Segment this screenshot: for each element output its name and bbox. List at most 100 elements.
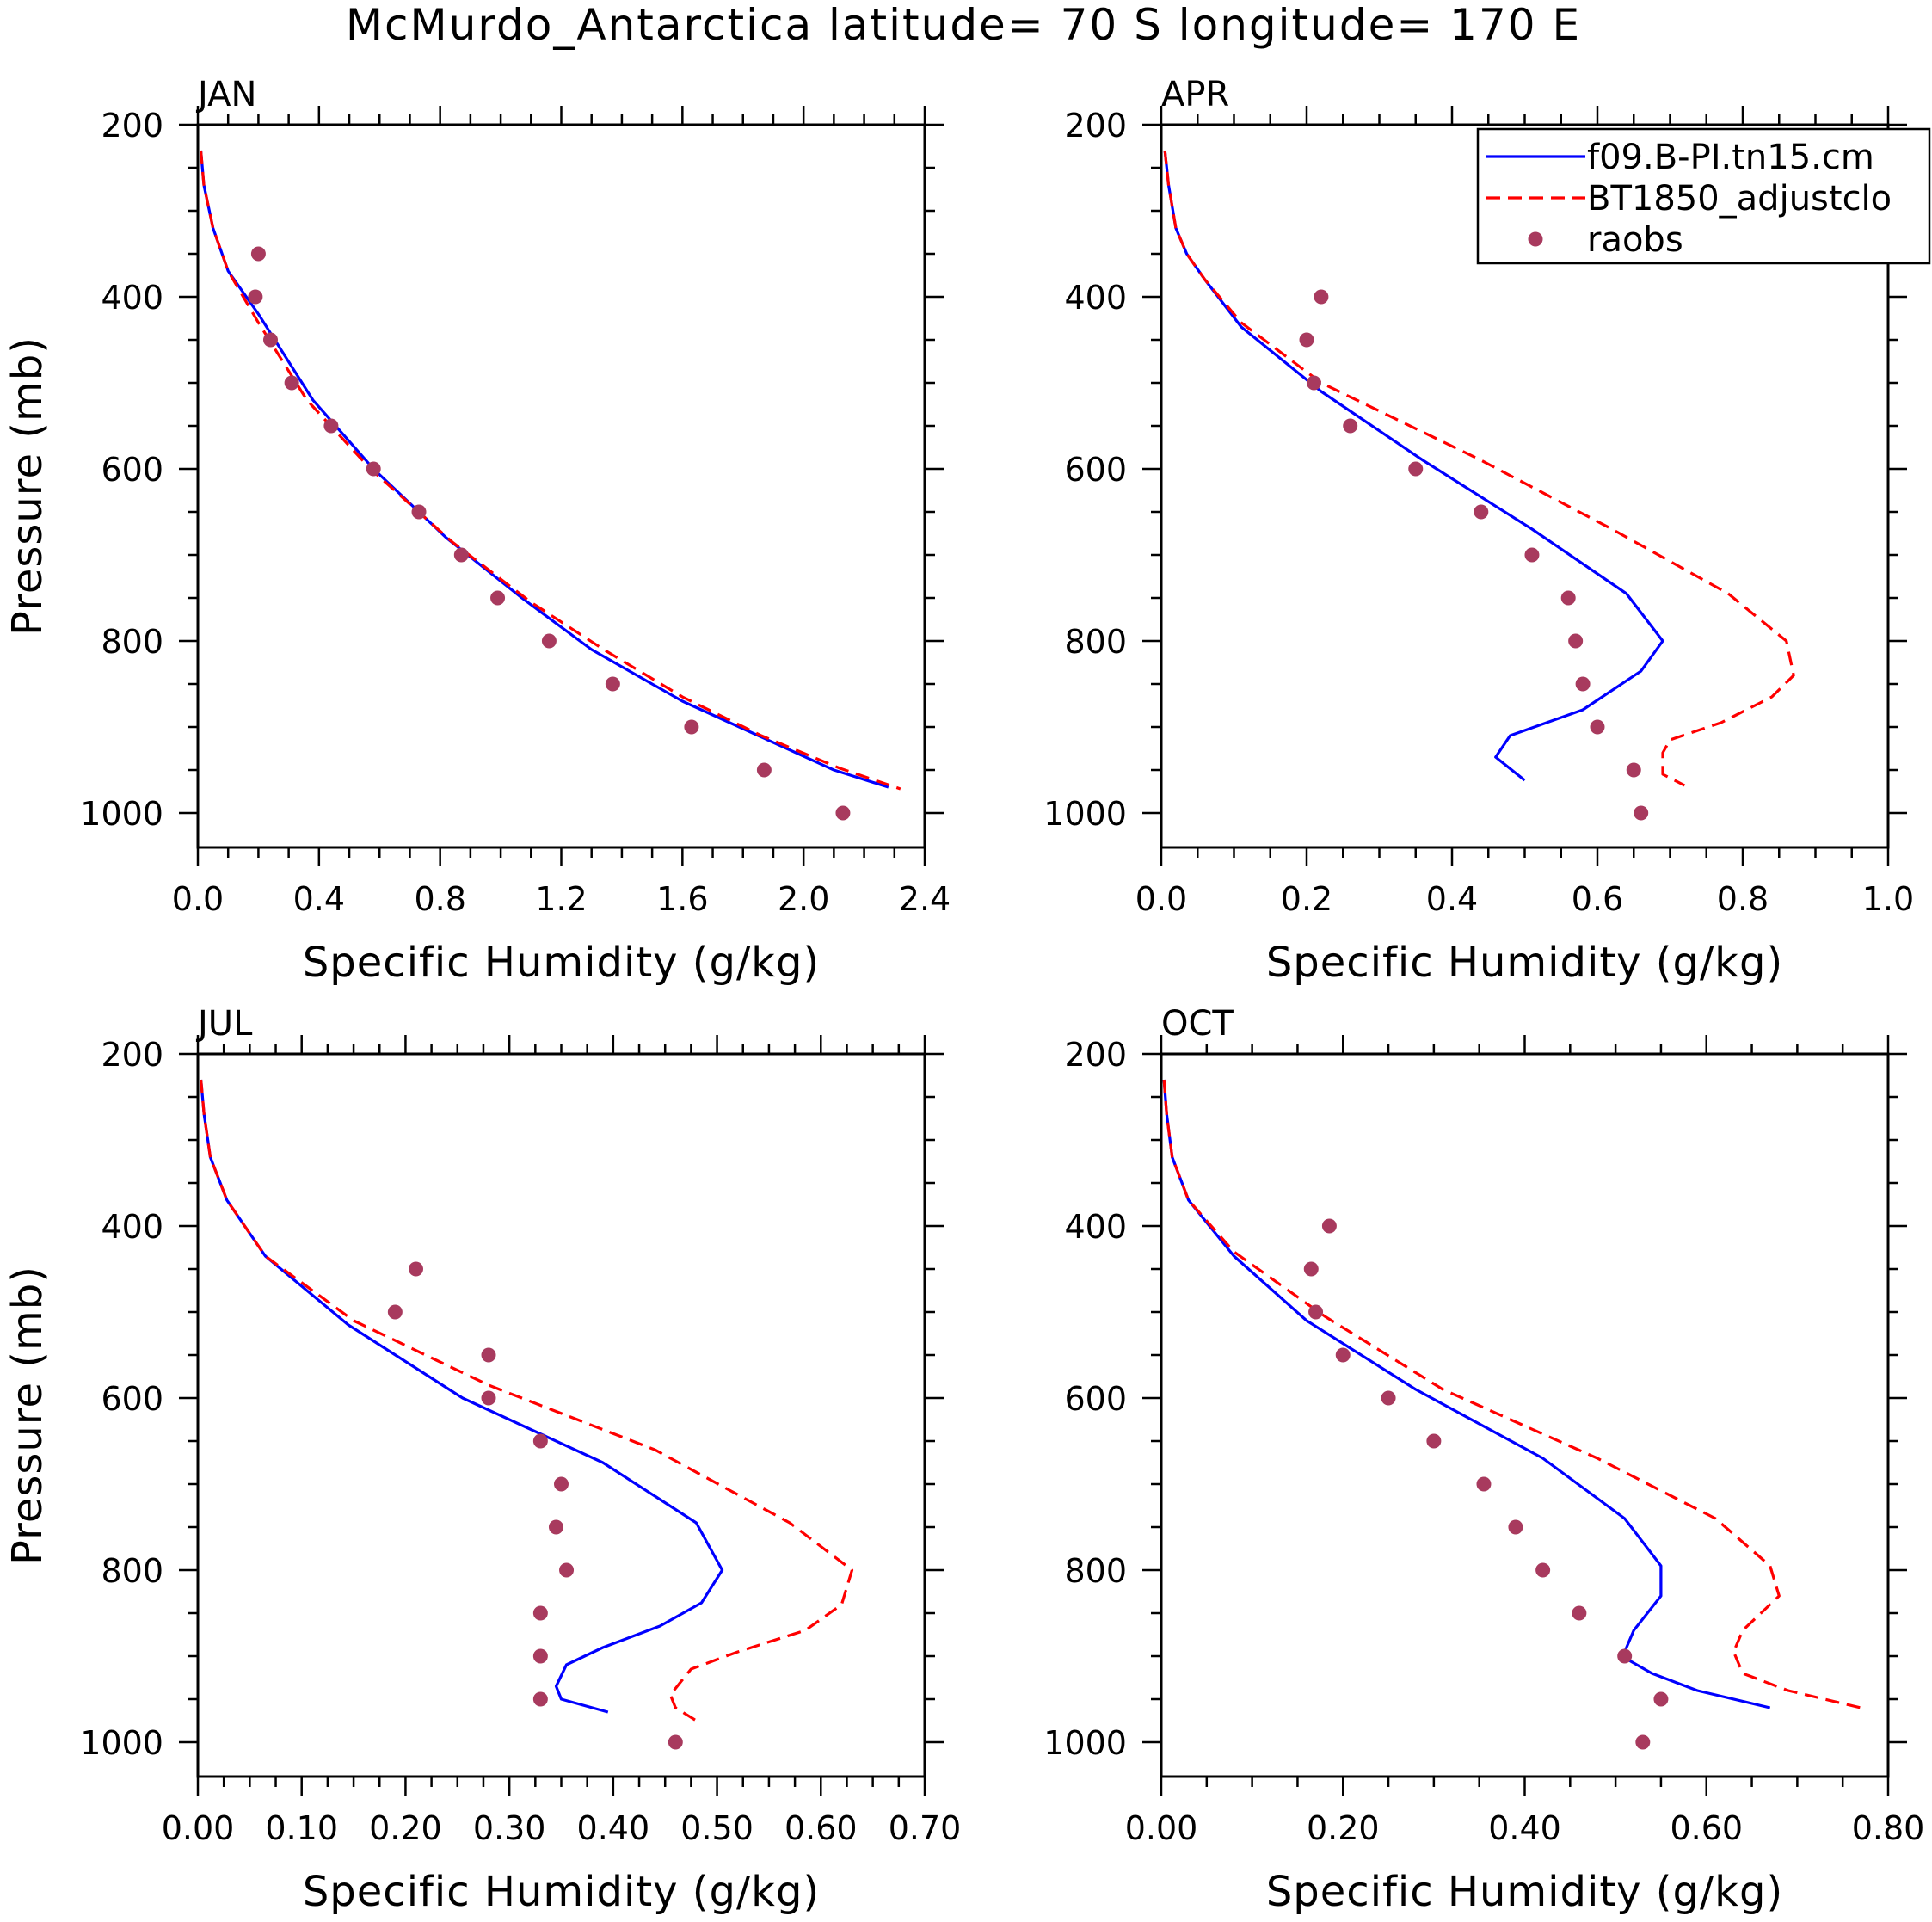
raobs-point	[1590, 719, 1605, 735]
x-tick-label: 0.4	[1426, 880, 1478, 918]
y-tick-label: 800	[1064, 623, 1127, 661]
x-tick-label: 0.20	[1307, 1809, 1380, 1847]
series-group	[1163, 150, 1795, 821]
series-line-model2	[199, 150, 901, 791]
y-tick-label: 600	[1064, 451, 1127, 489]
legend-label: BT1850_adjustclo	[1587, 179, 1892, 219]
x-tick-label: 0.40	[577, 1809, 650, 1847]
x-tick-label: 0.00	[1125, 1809, 1198, 1847]
y-tick-label: 400	[1064, 1208, 1127, 1246]
panel-label: OCT	[1161, 1004, 1234, 1044]
y-tick-label: 1000	[80, 795, 163, 833]
raobs-point	[1634, 805, 1649, 821]
x-tick-label: 0.2	[1281, 880, 1332, 918]
y-tick-label: 1000	[1043, 1724, 1127, 1762]
chart-title: McMurdo_Antarctica latitude= 70 S longit…	[346, 0, 1581, 50]
raobs-point	[1303, 1261, 1319, 1277]
y-tick-label: 200	[101, 107, 163, 145]
raobs-point	[1474, 504, 1489, 520]
raobs-point	[490, 590, 506, 606]
raobs-point	[387, 1304, 403, 1320]
series-group	[200, 1079, 854, 1750]
raobs-point	[532, 1691, 548, 1707]
x-tick-label: 0.0	[172, 880, 224, 918]
x-tick-label: 0.0	[1135, 880, 1187, 918]
raobs-point	[1476, 1476, 1492, 1492]
raobs-point	[1617, 1648, 1633, 1664]
legend-marker-raobs	[1528, 231, 1543, 247]
panel-label: JUL	[195, 1004, 253, 1044]
y-tick-label: 400	[101, 1208, 163, 1246]
raobs-point	[1560, 590, 1576, 606]
raobs-point	[541, 633, 557, 649]
x-tick-label: 0.40	[1488, 1809, 1561, 1847]
raobs-point	[1508, 1519, 1523, 1535]
x-tick-label: 1.0	[1862, 880, 1914, 918]
raobs-point	[1308, 1304, 1324, 1320]
panel-jan: 0.0 0.4 0.8 1.2 1.6 2.0 2.4 200 400 600 800 1000 JAN…	[3, 75, 951, 987]
x-axis-title: Specific Humidity (g/kg)	[303, 1868, 820, 1916]
raobs-point	[554, 1476, 569, 1492]
y-tick-label: 1000	[1043, 795, 1127, 833]
y-axis-title: Pressure (mb)	[3, 336, 52, 636]
raobs-point	[1524, 547, 1540, 563]
raobs-point	[1321, 1218, 1337, 1234]
x-tick-label: 1.2	[535, 880, 587, 918]
y-axis-title: Pressure (mb)	[3, 1266, 52, 1565]
panel-jul: 0.00 0.10 0.20 0.30 0.40 0.50 0.60 0.70 200 400 60…	[3, 1004, 961, 1916]
raobs-point	[411, 504, 427, 520]
x-tick-label: 0.70	[889, 1809, 962, 1847]
raobs-point	[366, 461, 381, 477]
x-axis-title: Specific Humidity (g/kg)	[303, 939, 820, 987]
series-group	[199, 150, 901, 821]
y-tick-label: 1000	[80, 1724, 163, 1762]
x-tick-label: 0.30	[473, 1809, 546, 1847]
raobs-point	[1535, 1562, 1551, 1578]
panel-label: JAN	[195, 75, 256, 114]
x-tick-label: 0.4	[293, 880, 345, 918]
raobs-point	[532, 1433, 548, 1449]
raobs-point	[756, 762, 772, 778]
y-tick-label: 600	[101, 1380, 163, 1418]
x-axis-title: Specific Humidity (g/kg)	[1266, 1868, 1783, 1916]
raobs-point	[1381, 1390, 1396, 1406]
raobs-point	[684, 719, 699, 735]
raobs-point	[1572, 1605, 1587, 1621]
y-tick-label: 600	[101, 451, 163, 489]
raobs-point	[1306, 375, 1321, 391]
x-tick-label: 0.80	[1852, 1809, 1925, 1847]
x-tick-label: 0.6	[1572, 880, 1623, 918]
raobs-point	[323, 418, 339, 434]
x-tick-label: 0.8	[414, 880, 465, 918]
raobs-point	[835, 805, 851, 821]
raobs-point	[1335, 1347, 1351, 1363]
raobs-point	[1635, 1734, 1651, 1750]
raobs-point	[1568, 633, 1584, 649]
y-tick-label: 400	[101, 279, 163, 317]
y-tick-label: 400	[1064, 279, 1127, 317]
y-tick-label: 200	[1064, 107, 1127, 145]
panel-oct: 0.00 0.20 0.40 0.60 0.80 200 400 600 800 1000 OCT S…	[1043, 1004, 1924, 1916]
panel-apr: 0.0 0.2 0.4 0.6 0.8 1.0 200 400 600 800 1000 APR Spe…	[1043, 75, 1914, 987]
x-tick-label: 0.10	[265, 1809, 338, 1847]
series-line-model2	[1162, 1079, 1861, 1709]
raobs-point	[1626, 762, 1641, 778]
raobs-point	[1653, 1691, 1669, 1707]
raobs-point	[453, 547, 469, 563]
y-tick-label: 200	[101, 1036, 163, 1074]
x-tick-label: 0.00	[162, 1809, 235, 1847]
x-tick-label: 0.8	[1717, 880, 1769, 918]
raobs-point	[1314, 289, 1329, 305]
raobs-point	[605, 676, 620, 692]
x-tick-label: 2.0	[778, 880, 829, 918]
raobs-point	[532, 1605, 548, 1621]
raobs-point	[559, 1562, 575, 1578]
raobs-point	[284, 375, 299, 391]
legend-label: f09.B-PI.tn15.cm	[1587, 138, 1874, 177]
y-tick-label: 200	[1064, 1036, 1127, 1074]
y-tick-label: 800	[101, 623, 163, 661]
raobs-point	[532, 1648, 548, 1664]
raobs-point	[481, 1347, 496, 1363]
